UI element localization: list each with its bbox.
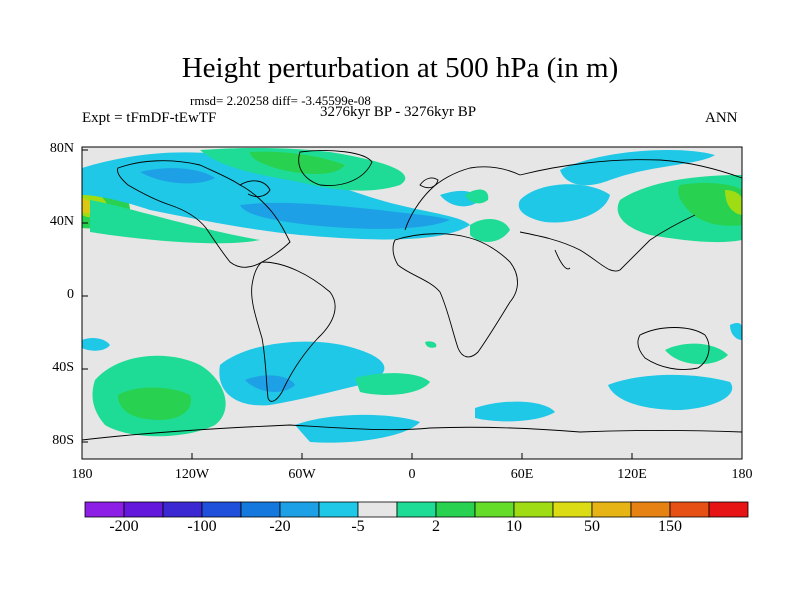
experiment-label: Expt = tFmDF-tEwTF bbox=[82, 110, 217, 126]
colorbar-swatch bbox=[84, 501, 125, 518]
lat-label: 80S bbox=[52, 433, 74, 448]
coastlines bbox=[81, 150, 743, 441]
colorbar-label: 2 bbox=[432, 518, 440, 535]
lat-ticks bbox=[82, 149, 88, 443]
colorbar-swatch bbox=[279, 501, 320, 518]
anomaly-fields bbox=[82, 147, 742, 443]
anomaly-neg-eurasia bbox=[518, 184, 610, 223]
colorbar-swatch bbox=[474, 501, 515, 518]
colorbar-swatch bbox=[552, 501, 593, 518]
lon-label: 120E bbox=[617, 467, 647, 482]
lat-label: 40S bbox=[52, 360, 74, 375]
colorbar-swatch bbox=[396, 501, 437, 518]
colorbar-swatch bbox=[630, 501, 671, 518]
colorbar-label: -5 bbox=[351, 518, 365, 535]
colorbar-swatch bbox=[123, 501, 164, 518]
lon-label: 60W bbox=[288, 467, 316, 482]
lon-label: 60E bbox=[510, 467, 534, 482]
colorbar-swatch bbox=[357, 501, 398, 518]
lat-label: 40N bbox=[49, 214, 74, 229]
colorbar-label: 10 bbox=[506, 518, 522, 535]
colorbar-label: 50 bbox=[584, 518, 600, 535]
lat-label: 80N bbox=[49, 141, 74, 156]
lat-label: 0 bbox=[67, 287, 74, 302]
colorbar-swatch bbox=[708, 501, 749, 518]
stats-text: rmsd= 2.20258 diff= -3.45599e-08 bbox=[190, 93, 371, 108]
colorbar-label: -100 bbox=[187, 518, 217, 535]
lon-label: 180 bbox=[71, 467, 93, 482]
lon-label: 0 bbox=[408, 467, 416, 482]
colorbar-swatch bbox=[591, 501, 632, 518]
colorbar-swatch bbox=[435, 501, 476, 518]
colorbar-label: 150 bbox=[658, 518, 682, 535]
colorbar-label: -20 bbox=[269, 518, 291, 535]
period-label: 3276kyr BP - 3276kyr BP bbox=[320, 104, 477, 120]
lon-ticks bbox=[81, 453, 743, 459]
colorbar-label: -200 bbox=[109, 518, 139, 535]
colorbar-swatch bbox=[318, 501, 359, 518]
colorbar-swatch bbox=[201, 501, 242, 518]
lon-label: 180 bbox=[731, 467, 753, 482]
lon-label: 120W bbox=[174, 467, 210, 482]
map-title: Height perturbation at 500 hPa (in m) bbox=[181, 52, 619, 84]
colorbar-swatch bbox=[162, 501, 203, 518]
colorbar-swatch bbox=[240, 501, 281, 518]
season-label: ANN bbox=[705, 110, 738, 126]
colorbar bbox=[84, 501, 749, 518]
colorbar-swatch bbox=[513, 501, 554, 518]
colorbar-swatch bbox=[669, 501, 710, 518]
